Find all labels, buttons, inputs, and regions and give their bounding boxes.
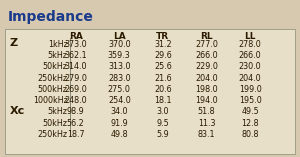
FancyBboxPatch shape: [5, 29, 295, 154]
Text: LA: LA: [113, 32, 126, 41]
Text: 5kHz: 5kHz: [48, 108, 68, 116]
Text: 313.0: 313.0: [108, 62, 130, 71]
Text: 198.0: 198.0: [195, 85, 218, 94]
Text: 283.0: 283.0: [108, 74, 130, 83]
Text: 230.0: 230.0: [239, 62, 261, 71]
Text: 11.3: 11.3: [198, 119, 215, 128]
Text: 269.0: 269.0: [64, 85, 87, 94]
Text: Z: Z: [9, 38, 17, 48]
Text: 373.0: 373.0: [64, 40, 87, 49]
Text: 278.0: 278.0: [239, 40, 261, 49]
Text: 98.9: 98.9: [67, 108, 85, 116]
Text: 194.0: 194.0: [195, 96, 218, 105]
Text: 199.0: 199.0: [239, 85, 261, 94]
Text: 50kHz: 50kHz: [43, 62, 68, 71]
Text: 20.6: 20.6: [154, 85, 172, 94]
Text: 266.0: 266.0: [239, 51, 261, 60]
Text: 277.0: 277.0: [195, 40, 218, 49]
Text: 25.6: 25.6: [154, 62, 172, 71]
Text: RA: RA: [69, 32, 82, 41]
Text: 5kHz: 5kHz: [48, 51, 68, 60]
Text: 21.6: 21.6: [154, 74, 172, 83]
Text: 51.8: 51.8: [198, 108, 215, 116]
Text: 31.2: 31.2: [154, 40, 172, 49]
Text: 1000kHz: 1000kHz: [33, 96, 68, 105]
Text: 370.0: 370.0: [108, 40, 130, 49]
Text: 56.2: 56.2: [67, 119, 85, 128]
Text: 250kHz: 250kHz: [38, 74, 68, 83]
Text: 29.6: 29.6: [154, 51, 172, 60]
Text: Xc: Xc: [9, 106, 25, 116]
Text: 204.0: 204.0: [195, 74, 218, 83]
Text: 266.0: 266.0: [195, 51, 218, 60]
Text: 314.0: 314.0: [64, 62, 87, 71]
Text: 359.3: 359.3: [108, 51, 131, 60]
Text: 34.0: 34.0: [110, 108, 128, 116]
Text: 3.0: 3.0: [157, 108, 169, 116]
Text: 279.0: 279.0: [64, 74, 87, 83]
Text: 49.5: 49.5: [241, 108, 259, 116]
Text: 18.1: 18.1: [154, 96, 172, 105]
Text: RL: RL: [200, 32, 213, 41]
Text: 204.0: 204.0: [239, 74, 261, 83]
Text: 275.0: 275.0: [108, 85, 131, 94]
Text: 18.7: 18.7: [67, 130, 85, 139]
Text: 254.0: 254.0: [108, 96, 131, 105]
Text: 195.0: 195.0: [239, 96, 261, 105]
Text: 9.5: 9.5: [157, 119, 169, 128]
Text: 50kHz: 50kHz: [43, 119, 68, 128]
Text: 248.0: 248.0: [64, 96, 87, 105]
Text: 83.1: 83.1: [198, 130, 215, 139]
Text: TR: TR: [156, 32, 170, 41]
Text: 49.8: 49.8: [110, 130, 128, 139]
Text: 12.8: 12.8: [241, 119, 259, 128]
Text: LL: LL: [244, 32, 256, 41]
Text: 1kHz: 1kHz: [48, 40, 68, 49]
Text: 250kHz: 250kHz: [38, 130, 68, 139]
Text: Impedance: Impedance: [7, 10, 93, 24]
Text: 500kHz: 500kHz: [38, 85, 68, 94]
Text: 91.9: 91.9: [110, 119, 128, 128]
Text: 5.9: 5.9: [157, 130, 169, 139]
Text: 362.1: 362.1: [64, 51, 87, 60]
Text: 229.0: 229.0: [195, 62, 218, 71]
Text: 80.8: 80.8: [241, 130, 259, 139]
